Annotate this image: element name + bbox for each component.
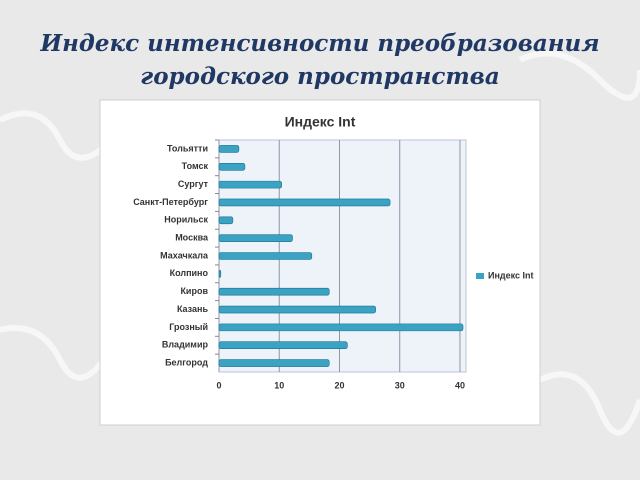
y-tick-label: Казань <box>177 304 209 314</box>
y-tick-label: Колпино <box>170 268 209 278</box>
bar <box>218 270 222 278</box>
slide-title: Индекс интенсивности преобразования <box>39 30 599 57</box>
chart-title: Индекс Int <box>285 114 356 130</box>
y-tick-label: Махачкала <box>160 250 209 260</box>
y-tick-label: Москва <box>175 233 209 243</box>
bar <box>218 180 282 189</box>
bar <box>218 234 293 242</box>
bar <box>218 252 313 260</box>
y-tick-label: Тольятти <box>167 143 208 153</box>
x-tick-label: 40 <box>455 380 465 390</box>
x-tick-label: 30 <box>395 380 405 390</box>
bar <box>218 341 348 350</box>
y-tick-label: Сургут <box>178 179 209 189</box>
y-tick-label: Грозный <box>169 322 208 332</box>
y-tick-label: Томск <box>182 161 209 171</box>
bar <box>218 145 240 153</box>
bar <box>218 216 234 225</box>
bar <box>218 359 330 367</box>
x-tick-label: 10 <box>274 380 284 390</box>
y-tick-label: Норильск <box>164 215 208 225</box>
bar <box>218 198 391 207</box>
legend-label: Индекс Int <box>488 270 534 280</box>
slide-title: городского пространства <box>140 63 499 90</box>
y-tick-label: Санкт-Петербург <box>133 197 208 207</box>
y-tick-label: Белгород <box>165 357 208 367</box>
bar <box>218 323 464 332</box>
legend-swatch <box>476 273 484 279</box>
bar <box>218 287 330 296</box>
x-tick-label: 0 <box>216 380 221 390</box>
y-tick-label: Киров <box>180 286 208 296</box>
bar <box>218 305 376 314</box>
y-tick-label: Владимир <box>162 340 209 350</box>
x-tick-label: 20 <box>334 380 344 390</box>
puzzle-decor <box>0 50 640 436</box>
bar <box>218 162 246 171</box>
